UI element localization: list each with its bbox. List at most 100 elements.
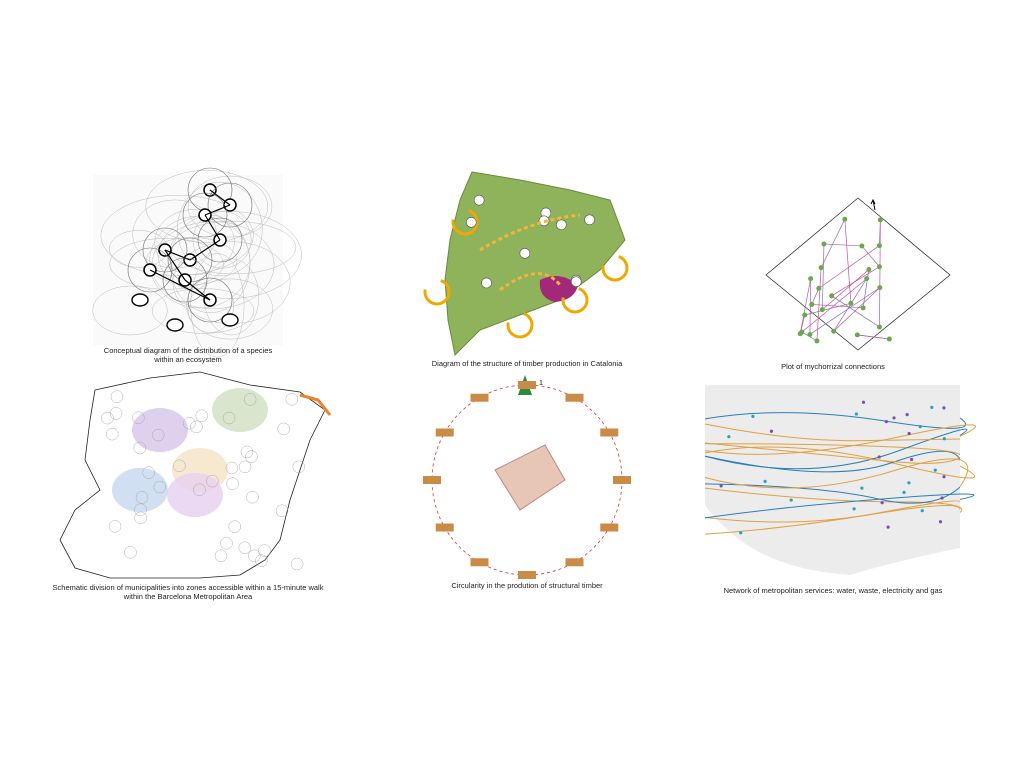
node: [570, 276, 582, 287]
link: [831, 295, 880, 328]
walk-zone: [142, 466, 155, 479]
municipalities-map: [59, 371, 332, 579]
walk-zone: [243, 393, 257, 406]
walk-zone: [133, 441, 146, 455]
highlight-area: [539, 276, 578, 302]
walk-zone: [190, 420, 203, 434]
link: [833, 287, 881, 332]
contour-line: [187, 278, 273, 340]
caption: Plot of mychorrizal connections: [781, 362, 885, 371]
link: [809, 287, 881, 335]
tree-node: [876, 324, 882, 330]
walk-zone: [108, 520, 122, 533]
walk-zone: [290, 557, 304, 571]
service-point: [930, 405, 934, 409]
zone: [132, 408, 188, 452]
walk-zone: [258, 544, 271, 557]
walk-zone: [248, 549, 261, 562]
connection: [164, 249, 191, 261]
tree-node: [831, 328, 837, 334]
tree-node: [819, 307, 825, 313]
link: [816, 267, 822, 341]
cycle-icon: [561, 286, 589, 314]
service-point: [877, 455, 881, 459]
node: [465, 217, 477, 228]
service-point: [942, 475, 946, 479]
walk-zone: [151, 428, 165, 442]
range-circle: [162, 257, 208, 303]
service-point: [910, 457, 914, 462]
contour-line: [92, 285, 168, 336]
walk-zone: [255, 554, 268, 567]
service-line: [704, 442, 961, 464]
service-line: [704, 493, 975, 519]
cycle-icon: [451, 208, 479, 236]
walk-zone: [220, 537, 233, 550]
tree-node: [864, 276, 870, 282]
link: [822, 269, 870, 310]
link: [799, 278, 811, 334]
timber-item: [470, 558, 489, 567]
timber-item: [518, 571, 536, 579]
service-line: [704, 412, 967, 429]
walk-zone: [134, 503, 147, 516]
link: [809, 278, 812, 335]
caption: Conceptual diagram of the distribution o…: [104, 346, 273, 355]
service-line: [704, 428, 968, 470]
link: [818, 245, 880, 289]
service-point: [942, 437, 946, 441]
map-background: [705, 385, 960, 575]
timber-item: [600, 523, 619, 532]
contour-line: [190, 253, 245, 358]
service-point: [763, 479, 767, 483]
node: [556, 219, 567, 231]
walk-zone: [285, 393, 298, 406]
service-point: [739, 531, 743, 535]
link: [844, 219, 852, 304]
walk-zone: [222, 411, 236, 425]
range-circle: [127, 247, 173, 293]
service-point: [892, 416, 896, 420]
tree-node: [860, 305, 866, 311]
tree-node: [842, 216, 848, 222]
flow-line: [479, 213, 581, 292]
tree-node: [829, 293, 835, 299]
link: [857, 334, 890, 340]
range-circle: [142, 227, 188, 273]
isolated-blob: [166, 318, 184, 332]
walk-zone: [106, 427, 119, 441]
service-point: [902, 490, 906, 494]
link: [823, 243, 862, 247]
walk-zone: [132, 411, 145, 424]
range-circle: [207, 182, 253, 228]
walk-zone: [292, 460, 305, 474]
zone: [167, 473, 223, 517]
contour-line: [109, 238, 224, 290]
walk-zone: [238, 460, 252, 474]
service-point: [933, 468, 937, 472]
service-line: [704, 423, 961, 442]
isolated-blob: [131, 293, 149, 307]
services-network: [704, 385, 976, 575]
node: [584, 214, 595, 226]
connection: [204, 214, 221, 241]
link: [861, 245, 880, 268]
range-circle: [197, 217, 243, 263]
service-line: [704, 483, 961, 504]
connection: [204, 204, 231, 216]
walk-zone: [183, 417, 196, 430]
tree-node: [876, 243, 882, 249]
range-circle: [187, 277, 233, 323]
service-line: [704, 424, 976, 455]
caption: Network of metropolitan services: water,…: [724, 586, 943, 595]
tree-node: [799, 329, 805, 335]
caption: Circularity in the prodution of structur…: [451, 581, 603, 590]
tree-node: [818, 265, 824, 271]
isolated-blob: [221, 313, 239, 327]
tree-node: [866, 267, 872, 273]
building-model: [494, 444, 566, 511]
timber-item: [435, 523, 454, 532]
walk-zone: [214, 549, 228, 562]
